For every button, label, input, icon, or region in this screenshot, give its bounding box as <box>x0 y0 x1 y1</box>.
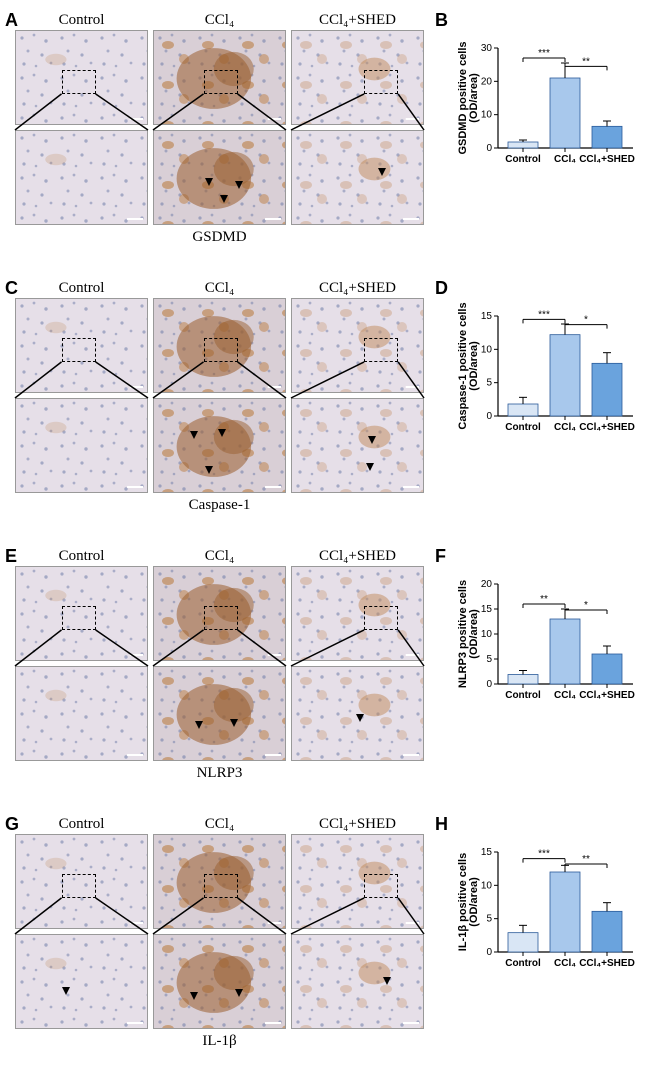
ihc-micrograph <box>15 398 148 493</box>
svg-text:15: 15 <box>481 311 493 322</box>
ihc-micrograph <box>153 934 286 1029</box>
svg-text:***: *** <box>538 309 550 320</box>
ihc-micrograph <box>153 130 286 225</box>
column-label: CCl₄+SHED <box>291 280 424 297</box>
ihc-micrograph <box>291 130 424 225</box>
ihc-micrograph <box>291 566 424 661</box>
column-label: CCl₄+SHED <box>291 816 424 833</box>
zoom-outline <box>62 70 96 94</box>
ihc-micrograph <box>15 934 148 1029</box>
zoom-outline <box>204 338 238 362</box>
svg-text:CCl₄+SHED: CCl₄+SHED <box>579 422 635 433</box>
column-label: Control <box>15 816 148 833</box>
svg-text:Control: Control <box>505 958 541 969</box>
svg-text:**: ** <box>540 594 548 605</box>
svg-text:0: 0 <box>486 411 492 422</box>
column-label: CCl₄ <box>153 548 286 565</box>
panel-label-B: B <box>435 10 448 31</box>
column-label: Control <box>15 548 148 565</box>
column-label: CCl₄ <box>153 12 286 29</box>
svg-text:10: 10 <box>481 110 493 121</box>
svg-text:CCl₄: CCl₄ <box>554 690 576 701</box>
svg-text:Control: Control <box>505 154 541 165</box>
protein-name: IL-1β <box>160 1033 280 1050</box>
ihc-micrograph <box>291 666 424 761</box>
bar-chart-F: 05101520NLRP3 positive cells(OD/area)Con… <box>448 566 643 731</box>
column-label: CCl₄ <box>153 816 286 833</box>
ihc-micrograph <box>291 398 424 493</box>
svg-text:***: *** <box>538 849 550 860</box>
svg-text:5: 5 <box>486 914 492 925</box>
ihc-micrograph <box>291 30 424 125</box>
column-label: Control <box>15 280 148 297</box>
zoom-outline <box>204 70 238 94</box>
svg-text:20: 20 <box>481 76 493 87</box>
bar-chart-D: 051015Caspase-1 positive cells(OD/area)C… <box>448 298 643 463</box>
svg-text:CCl₄+SHED: CCl₄+SHED <box>579 154 635 165</box>
zoom-outline <box>364 70 398 94</box>
ihc-micrograph <box>291 934 424 1029</box>
svg-text:CCl₄: CCl₄ <box>554 958 576 969</box>
svg-text:30: 30 <box>481 43 493 54</box>
svg-text:15: 15 <box>481 847 493 858</box>
ihc-micrograph <box>15 130 148 225</box>
svg-text:0: 0 <box>486 143 492 154</box>
ihc-micrograph <box>291 834 424 929</box>
bar-chart-B: 0102030GSDMD positive cells(OD/area)Cont… <box>448 30 643 195</box>
svg-text:(OD/area): (OD/area) <box>468 877 480 927</box>
svg-text:10: 10 <box>481 880 493 891</box>
column-label: CCl₄+SHED <box>291 548 424 565</box>
svg-text:***: *** <box>538 48 550 59</box>
panel-label-D: D <box>435 278 448 299</box>
zoom-outline <box>364 338 398 362</box>
protein-name: NLRP3 <box>160 765 280 782</box>
svg-text:10: 10 <box>481 629 493 640</box>
svg-text:(OD/area): (OD/area) <box>468 73 480 123</box>
panel-label-F: F <box>435 546 446 567</box>
svg-text:(OD/area): (OD/area) <box>468 341 480 391</box>
zoom-outline <box>364 874 398 898</box>
column-label: CCl₄ <box>153 280 286 297</box>
column-label: Control <box>15 12 148 29</box>
svg-text:CCl₄: CCl₄ <box>554 422 576 433</box>
zoom-outline <box>62 874 96 898</box>
zoom-outline <box>204 606 238 630</box>
svg-text:*: * <box>584 600 588 611</box>
svg-text:10: 10 <box>481 344 493 355</box>
svg-text:CCl₄: CCl₄ <box>554 154 576 165</box>
svg-text:**: ** <box>582 56 590 67</box>
column-label: CCl₄+SHED <box>291 12 424 29</box>
bar-chart-H: 051015IL-1β positive cells(OD/area)Contr… <box>448 834 643 999</box>
ihc-micrograph <box>291 298 424 393</box>
zoom-outline <box>62 606 96 630</box>
svg-text:5: 5 <box>486 378 492 389</box>
svg-text:20: 20 <box>481 579 493 590</box>
svg-text:Control: Control <box>505 422 541 433</box>
ihc-micrograph <box>153 398 286 493</box>
protein-name: Caspase-1 <box>160 497 280 514</box>
svg-text:**: ** <box>582 854 590 865</box>
zoom-outline <box>364 606 398 630</box>
svg-text:0: 0 <box>486 947 492 958</box>
svg-text:Control: Control <box>505 690 541 701</box>
panel-label-H: H <box>435 814 448 835</box>
zoom-outline <box>62 338 96 362</box>
ihc-micrograph <box>153 666 286 761</box>
protein-name: GSDMD <box>160 229 280 246</box>
svg-text:*: * <box>584 315 588 326</box>
svg-text:CCl₄+SHED: CCl₄+SHED <box>579 958 635 969</box>
ihc-micrograph <box>15 666 148 761</box>
svg-text:5: 5 <box>486 654 492 665</box>
svg-text:0: 0 <box>486 679 492 690</box>
svg-text:CCl₄+SHED: CCl₄+SHED <box>579 690 635 701</box>
svg-text:(OD/area): (OD/area) <box>468 609 480 659</box>
svg-text:15: 15 <box>481 604 493 615</box>
zoom-outline <box>204 874 238 898</box>
